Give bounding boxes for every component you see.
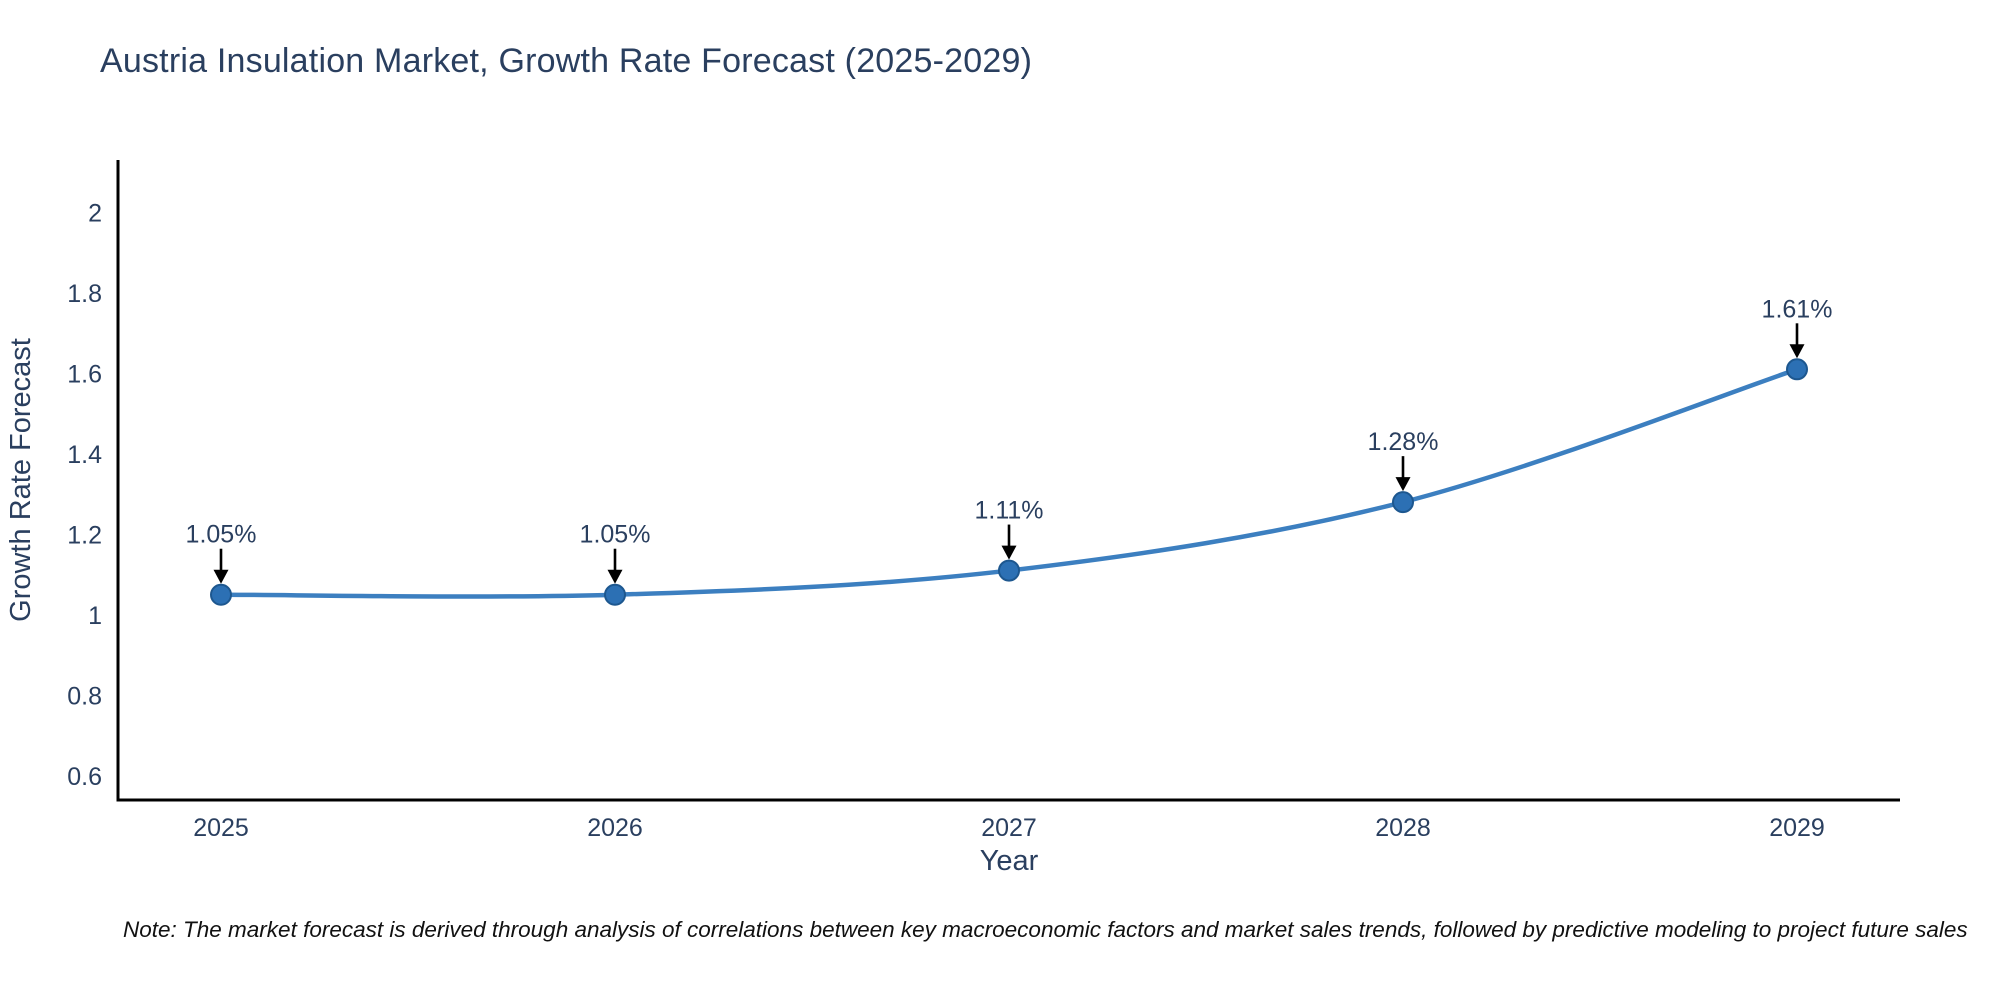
chart-footnote: Note: The market forecast is derived thr… bbox=[123, 917, 1968, 942]
annotation-arrowhead bbox=[1789, 344, 1805, 359]
data-point-marker bbox=[998, 559, 1020, 582]
annotation-arrowhead bbox=[213, 569, 229, 584]
data-point-marker bbox=[604, 583, 626, 606]
annotation-arrowhead bbox=[1395, 477, 1411, 492]
x-tick-label: 2029 bbox=[1769, 814, 1825, 842]
y-tick-label: 2 bbox=[88, 199, 102, 227]
y-tick-label: 0.8 bbox=[67, 682, 102, 710]
annotation-arrowhead bbox=[1001, 545, 1017, 560]
annotation-arrowhead bbox=[607, 569, 623, 584]
data-point-marker bbox=[210, 583, 232, 606]
chart-title: Austria Insulation Market, Growth Rate F… bbox=[100, 42, 1033, 80]
x-tick-label: 2025 bbox=[193, 814, 249, 842]
data-point-marker bbox=[1786, 358, 1808, 381]
y-tick-label: 0.6 bbox=[67, 763, 102, 791]
point-value-label: 1.61% bbox=[1762, 295, 1833, 323]
y-axis-title: Growth Rate Forecast bbox=[5, 338, 37, 622]
point-value-label: 1.05% bbox=[580, 521, 651, 549]
data-point-marker bbox=[1392, 491, 1414, 514]
x-tick-label: 2028 bbox=[1375, 814, 1431, 842]
point-value-label: 1.28% bbox=[1368, 428, 1439, 456]
y-tick-label: 1.8 bbox=[67, 280, 102, 308]
y-tick-label: 1.6 bbox=[67, 360, 102, 388]
point-value-label: 1.05% bbox=[186, 521, 257, 549]
y-tick-label: 1.4 bbox=[67, 441, 102, 469]
y-tick-label: 1 bbox=[88, 602, 102, 630]
x-axis-title: Year bbox=[980, 845, 1039, 877]
point-value-label: 1.11% bbox=[974, 497, 1043, 525]
x-tick-label: 2026 bbox=[587, 814, 643, 842]
y-tick-label: 1.2 bbox=[67, 521, 102, 549]
x-tick-label: 2027 bbox=[981, 814, 1037, 842]
